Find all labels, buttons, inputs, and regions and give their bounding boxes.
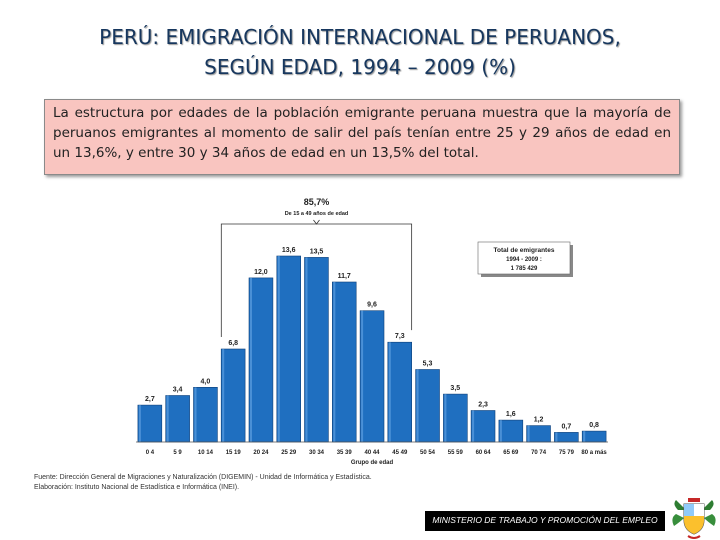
age-bar-chart: 2,7 0 4 3,4 5 9 4,0 10 14 6,8 15 19 12,0 20 24 13,… [132, 186, 612, 468]
data-label-9: 7,3 [395, 333, 405, 340]
bar-highlight-14 [527, 425, 530, 442]
data-label-15: 0,7 [562, 423, 572, 430]
peru-coat-of-arms-icon [672, 498, 716, 539]
bar-12 [470, 410, 496, 443]
bar-9 [387, 341, 413, 443]
page-title: PERÚ: EMIGRACIÓN INTERNACIONAL DE PERUAN… [60, 22, 660, 82]
elaboration-line: Elaboración: Instituto Nacional de Estad… [34, 484, 240, 491]
bar-highlight-12 [472, 410, 475, 442]
bar-2 [193, 387, 218, 443]
bar-3 [220, 348, 246, 443]
bar-highlight-3 [222, 349, 225, 442]
data-label-13: 1,6 [506, 411, 516, 418]
bar-highlight-8 [361, 310, 364, 442]
tick-label-12: 60 64 [476, 450, 492, 456]
bar-16 [581, 430, 607, 443]
tick-label-14: 70 74 [531, 450, 547, 456]
tick-label-2: 10 14 [198, 450, 214, 456]
tick-label-10: 50 54 [420, 450, 436, 456]
bar-13 [498, 419, 524, 443]
tick-label-5: 25 29 [281, 450, 297, 456]
source-line: Fuente: Dirección General de Migraciones… [34, 474, 372, 481]
footer-text: MINISTERIO DE TRABAJO Y PROMOCIÓN DEL EM… [432, 515, 658, 525]
data-label-3: 6,8 [228, 340, 238, 347]
data-label-8: 9,6 [367, 302, 377, 309]
bar-highlight-10 [416, 369, 419, 442]
bar-highlight-15 [555, 432, 558, 442]
bar-0 [137, 404, 163, 443]
bar-11 [443, 393, 468, 443]
bar-8 [359, 310, 385, 443]
bar-1 [165, 395, 190, 443]
bar-highlight-13 [499, 420, 502, 442]
data-label-11: 3,5 [450, 385, 460, 392]
bar-15 [554, 432, 579, 443]
legend-line-1: Total de emigrantes [494, 247, 555, 254]
tick-label-6: 30 34 [309, 450, 325, 456]
bracket-label: De 15 a 49 años de edad [285, 211, 349, 217]
bar-14 [526, 425, 551, 443]
tick-label-9: 45 49 [392, 450, 408, 456]
summary-box: La estructura por edades de la población… [44, 99, 680, 175]
bar-highlight-4 [250, 277, 252, 442]
data-label-1: 3,4 [173, 387, 183, 394]
tick-label-11: 55 59 [448, 450, 464, 456]
data-label-7: 11,7 [338, 273, 351, 280]
legend-line-2: 1994 - 2009 : [506, 257, 542, 263]
title-line-2: SEGÚN EDAD, 1994 – 2009 (%) [204, 55, 516, 79]
bar-4 [248, 277, 274, 443]
title-line-1: PERÚ: EMIGRACIÓN INTERNACIONAL DE PERUAN… [99, 25, 621, 49]
bar-highlight-2 [194, 387, 197, 442]
tick-label-8: 40 44 [364, 450, 380, 456]
bar-highlight-11 [444, 394, 447, 442]
tick-label-13: 65 69 [503, 450, 519, 456]
data-label-12: 2,3 [478, 402, 488, 409]
bar-6 [304, 257, 329, 443]
data-label-14: 1,2 [534, 417, 544, 424]
source-notes: Fuente: Dirección General de Migraciones… [34, 473, 372, 493]
data-label-2: 4,0 [201, 378, 211, 385]
tick-label-3: 15 19 [226, 450, 242, 456]
bar-10 [415, 369, 440, 443]
bar-highlight-7 [333, 282, 336, 442]
bar-highlight-1 [166, 395, 169, 442]
x-axis-title: Grupo de edad [351, 460, 394, 466]
data-label-10: 5,3 [423, 361, 433, 368]
bar-5 [276, 255, 302, 443]
bar-highlight-5 [277, 256, 280, 442]
data-label-0: 2,7 [145, 396, 155, 403]
bar-7 [332, 281, 357, 443]
footer-bar: MINISTERIO DE TRABAJO Y PROMOCIÓN DEL EM… [425, 511, 665, 531]
summary-text: La estructura por edades de la población… [53, 105, 671, 161]
bar-highlight-0 [138, 405, 141, 442]
tick-label-15: 75 79 [559, 450, 575, 456]
bar-highlight-6 [305, 257, 308, 442]
legend-box [477, 241, 571, 275]
tick-label-16: 80 a más [581, 450, 607, 456]
bar-highlight-16 [583, 431, 586, 442]
bar-highlight-9 [388, 342, 391, 442]
data-label-5: 13,6 [282, 247, 296, 254]
bracket-value: 85,7% [304, 197, 330, 207]
data-label-16: 0,8 [589, 422, 599, 429]
data-label-6: 13,5 [310, 248, 324, 255]
data-label-4: 12,0 [254, 269, 268, 276]
tick-label-4: 20 24 [253, 450, 269, 456]
tick-label-7: 35 39 [337, 450, 353, 456]
legend-line-3: 1 785 429 [511, 266, 538, 272]
tick-label-1: 5 9 [173, 450, 182, 456]
tick-label-0: 0 4 [146, 450, 155, 456]
bracket-notch [313, 219, 320, 225]
